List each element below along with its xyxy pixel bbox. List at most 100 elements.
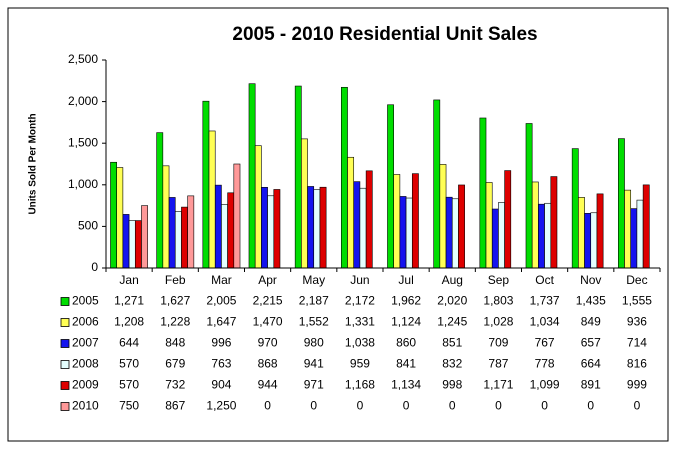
table-cell: 851	[442, 336, 462, 350]
bar	[202, 100, 210, 269]
table-cell: 1,250	[206, 399, 236, 413]
table-cell: 904	[211, 378, 231, 392]
bar	[411, 173, 419, 269]
bar	[267, 195, 275, 269]
bar	[498, 202, 505, 269]
bar	[538, 203, 545, 269]
legend-label: 2008	[72, 357, 99, 371]
bar	[485, 182, 493, 269]
table-cell: 767	[535, 336, 555, 350]
bar	[405, 197, 413, 269]
bar	[347, 156, 355, 269]
legend-label: 2005	[72, 294, 99, 308]
bar	[227, 192, 235, 269]
table-cell: 0	[587, 399, 594, 413]
y-tick-label: 2,000	[68, 94, 98, 108]
table-cell: 709	[488, 336, 508, 350]
table-cell: 848	[165, 336, 185, 350]
table-cell: 732	[165, 378, 185, 392]
bar	[458, 184, 465, 269]
table-cell: 750	[119, 399, 139, 413]
bar	[319, 186, 327, 269]
table-cell: 1,034	[530, 315, 560, 329]
table-cell: 970	[258, 336, 278, 350]
bar	[162, 165, 170, 269]
table-cell: 1,168	[345, 378, 375, 392]
bar	[128, 220, 136, 269]
legend-label: 2010	[72, 399, 99, 413]
bar	[624, 189, 632, 269]
table-cell: 714	[627, 336, 647, 350]
table-cell: 1,552	[299, 315, 329, 329]
x-tick-label: Oct	[535, 273, 554, 287]
table-cell: 832	[442, 357, 462, 371]
table-cell: 1,099	[530, 378, 560, 392]
table-cell: 868	[258, 357, 278, 371]
bar	[387, 104, 394, 269]
legend-key	[60, 402, 70, 411]
legend-key	[60, 297, 70, 306]
bar	[439, 164, 447, 269]
bar	[294, 85, 302, 269]
x-tick-label: Jun	[350, 273, 369, 287]
legend-key	[60, 339, 70, 348]
bar	[254, 145, 262, 269]
bar	[584, 213, 592, 269]
x-tick-label: May	[302, 273, 325, 287]
table-cell: 0	[449, 399, 456, 413]
table-cell: 1,028	[483, 315, 513, 329]
table-cell: 0	[264, 399, 271, 413]
bar	[504, 170, 512, 269]
table-cell: 1,038	[345, 336, 375, 350]
bar	[307, 186, 315, 269]
table-cell: 763	[211, 357, 231, 371]
bar	[571, 148, 579, 269]
bar	[208, 130, 216, 269]
bar	[618, 138, 625, 269]
table-cell: 1,627	[160, 294, 190, 308]
bar	[393, 174, 401, 269]
x-tick-label: Aug	[442, 273, 463, 287]
bar	[187, 195, 195, 269]
table-cell: 1,228	[160, 315, 190, 329]
table-cell: 867	[165, 399, 185, 413]
chart-frame	[7, 7, 669, 442]
bar	[479, 117, 487, 269]
bar	[630, 208, 638, 269]
table-cell: 2,172	[345, 294, 375, 308]
table-cell: 1,435	[576, 294, 606, 308]
bar	[399, 196, 407, 269]
x-tick-label: Nov	[580, 273, 601, 287]
table-cell: 849	[581, 315, 601, 329]
table-cell: 1,331	[345, 315, 375, 329]
x-tick-label: Jan	[119, 273, 138, 287]
bar	[248, 83, 256, 269]
bar	[596, 193, 604, 269]
bar	[233, 163, 241, 269]
bar	[578, 197, 585, 269]
table-cell: 971	[304, 378, 324, 392]
y-tick-label: 0	[91, 260, 98, 274]
bar	[141, 205, 148, 269]
bar	[122, 214, 130, 269]
bar	[365, 170, 373, 269]
bar	[491, 208, 499, 269]
table-cell: 679	[165, 357, 185, 371]
bar	[221, 204, 228, 269]
bar	[134, 220, 142, 269]
x-tick-label: Apr	[258, 273, 277, 287]
x-tick-label: Feb	[165, 273, 186, 287]
chart-title: 2005 - 2010 Residential Unit Sales	[232, 24, 537, 45]
table-cell: 2,187	[299, 294, 329, 308]
table-cell: 664	[581, 357, 601, 371]
legend-key	[60, 381, 70, 390]
bar	[353, 181, 361, 269]
table-cell: 0	[310, 399, 317, 413]
bar	[359, 187, 367, 269]
bar	[550, 176, 558, 269]
legend-label: 2007	[72, 336, 99, 350]
table-cell: 1,245	[437, 315, 467, 329]
table-cell: 1,555	[622, 294, 652, 308]
